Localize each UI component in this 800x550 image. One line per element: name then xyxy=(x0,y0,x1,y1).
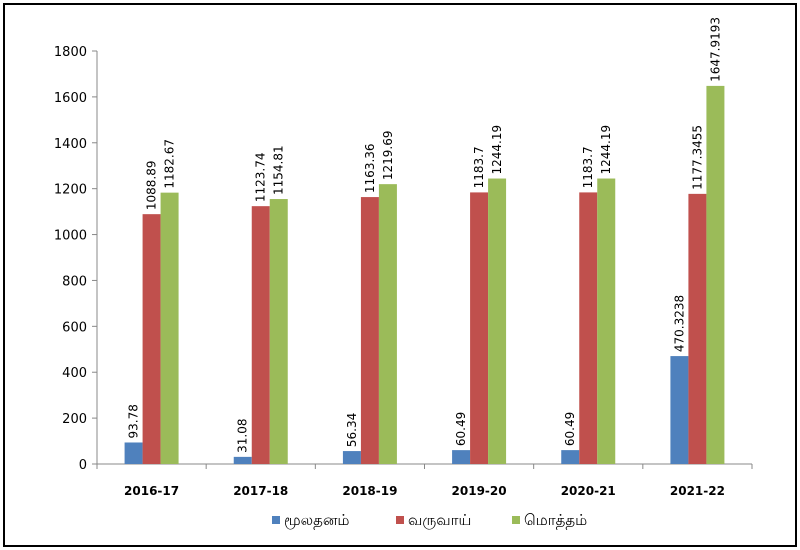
bar xyxy=(470,192,489,464)
y-tick-label: 1600 xyxy=(54,91,87,106)
x-tick-label: 2016-17 xyxy=(124,484,179,498)
legend-swatch xyxy=(272,516,280,524)
x-tick-label: 2018-19 xyxy=(342,484,397,498)
value-label: 93.78 xyxy=(127,404,141,438)
y-tick-label: 800 xyxy=(62,274,87,289)
legend-label: மூலதனம் xyxy=(284,511,349,529)
y-tick-label: 600 xyxy=(62,320,87,335)
y-tick-label: 0 xyxy=(79,458,87,473)
value-label: 31.08 xyxy=(236,419,250,453)
value-label: 1163.36 xyxy=(363,143,377,193)
bar xyxy=(670,356,689,464)
bar xyxy=(488,178,507,464)
value-label: 1182.67 xyxy=(163,139,177,189)
bar xyxy=(360,197,379,464)
legend-label: மொத்தம் xyxy=(524,511,587,529)
bar xyxy=(124,442,143,464)
value-label: 1183.7 xyxy=(581,146,595,188)
value-label: 1219.69 xyxy=(381,131,395,181)
bar xyxy=(269,199,288,464)
bar xyxy=(142,214,161,464)
bar xyxy=(688,193,707,464)
y-tick-label: 400 xyxy=(62,366,87,381)
bar xyxy=(579,192,598,464)
bar xyxy=(251,206,270,464)
bar xyxy=(561,450,580,464)
bar xyxy=(597,178,616,464)
value-label: 1088.89 xyxy=(145,161,159,211)
value-label: 60.49 xyxy=(563,412,577,446)
legend-swatch xyxy=(512,516,520,524)
value-label: 1123.74 xyxy=(254,153,268,203)
value-label: 1244.19 xyxy=(599,125,613,175)
value-label: 1154.81 xyxy=(272,145,286,195)
legend-swatch xyxy=(396,516,404,524)
y-tick-label: 1200 xyxy=(54,183,87,198)
bar xyxy=(378,184,397,464)
y-tick-label: 1000 xyxy=(54,229,87,244)
x-tick-label: 2017-18 xyxy=(233,484,288,498)
x-tick-label: 2020-21 xyxy=(561,484,616,498)
x-tick-label: 2021-22 xyxy=(670,484,725,498)
x-tick-label: 2019-20 xyxy=(452,484,507,498)
bar xyxy=(160,192,179,464)
value-label: 60.49 xyxy=(454,412,468,446)
bar xyxy=(706,85,725,464)
value-label: 1244.19 xyxy=(490,125,504,175)
chart-border xyxy=(3,3,797,547)
value-label: 1183.7 xyxy=(472,146,486,188)
value-label: 470.3238 xyxy=(672,295,686,352)
legend-label: வருவாய் xyxy=(408,511,471,529)
bar xyxy=(452,450,471,464)
bar xyxy=(342,451,361,464)
value-label: 56.34 xyxy=(345,413,359,447)
y-tick-label: 1400 xyxy=(54,137,87,152)
y-tick-label: 1800 xyxy=(54,45,87,60)
bar xyxy=(233,456,252,464)
value-label: 1177.3455 xyxy=(690,125,704,190)
value-label: 1647.9193 xyxy=(708,17,722,82)
y-tick-label: 200 xyxy=(62,412,87,427)
